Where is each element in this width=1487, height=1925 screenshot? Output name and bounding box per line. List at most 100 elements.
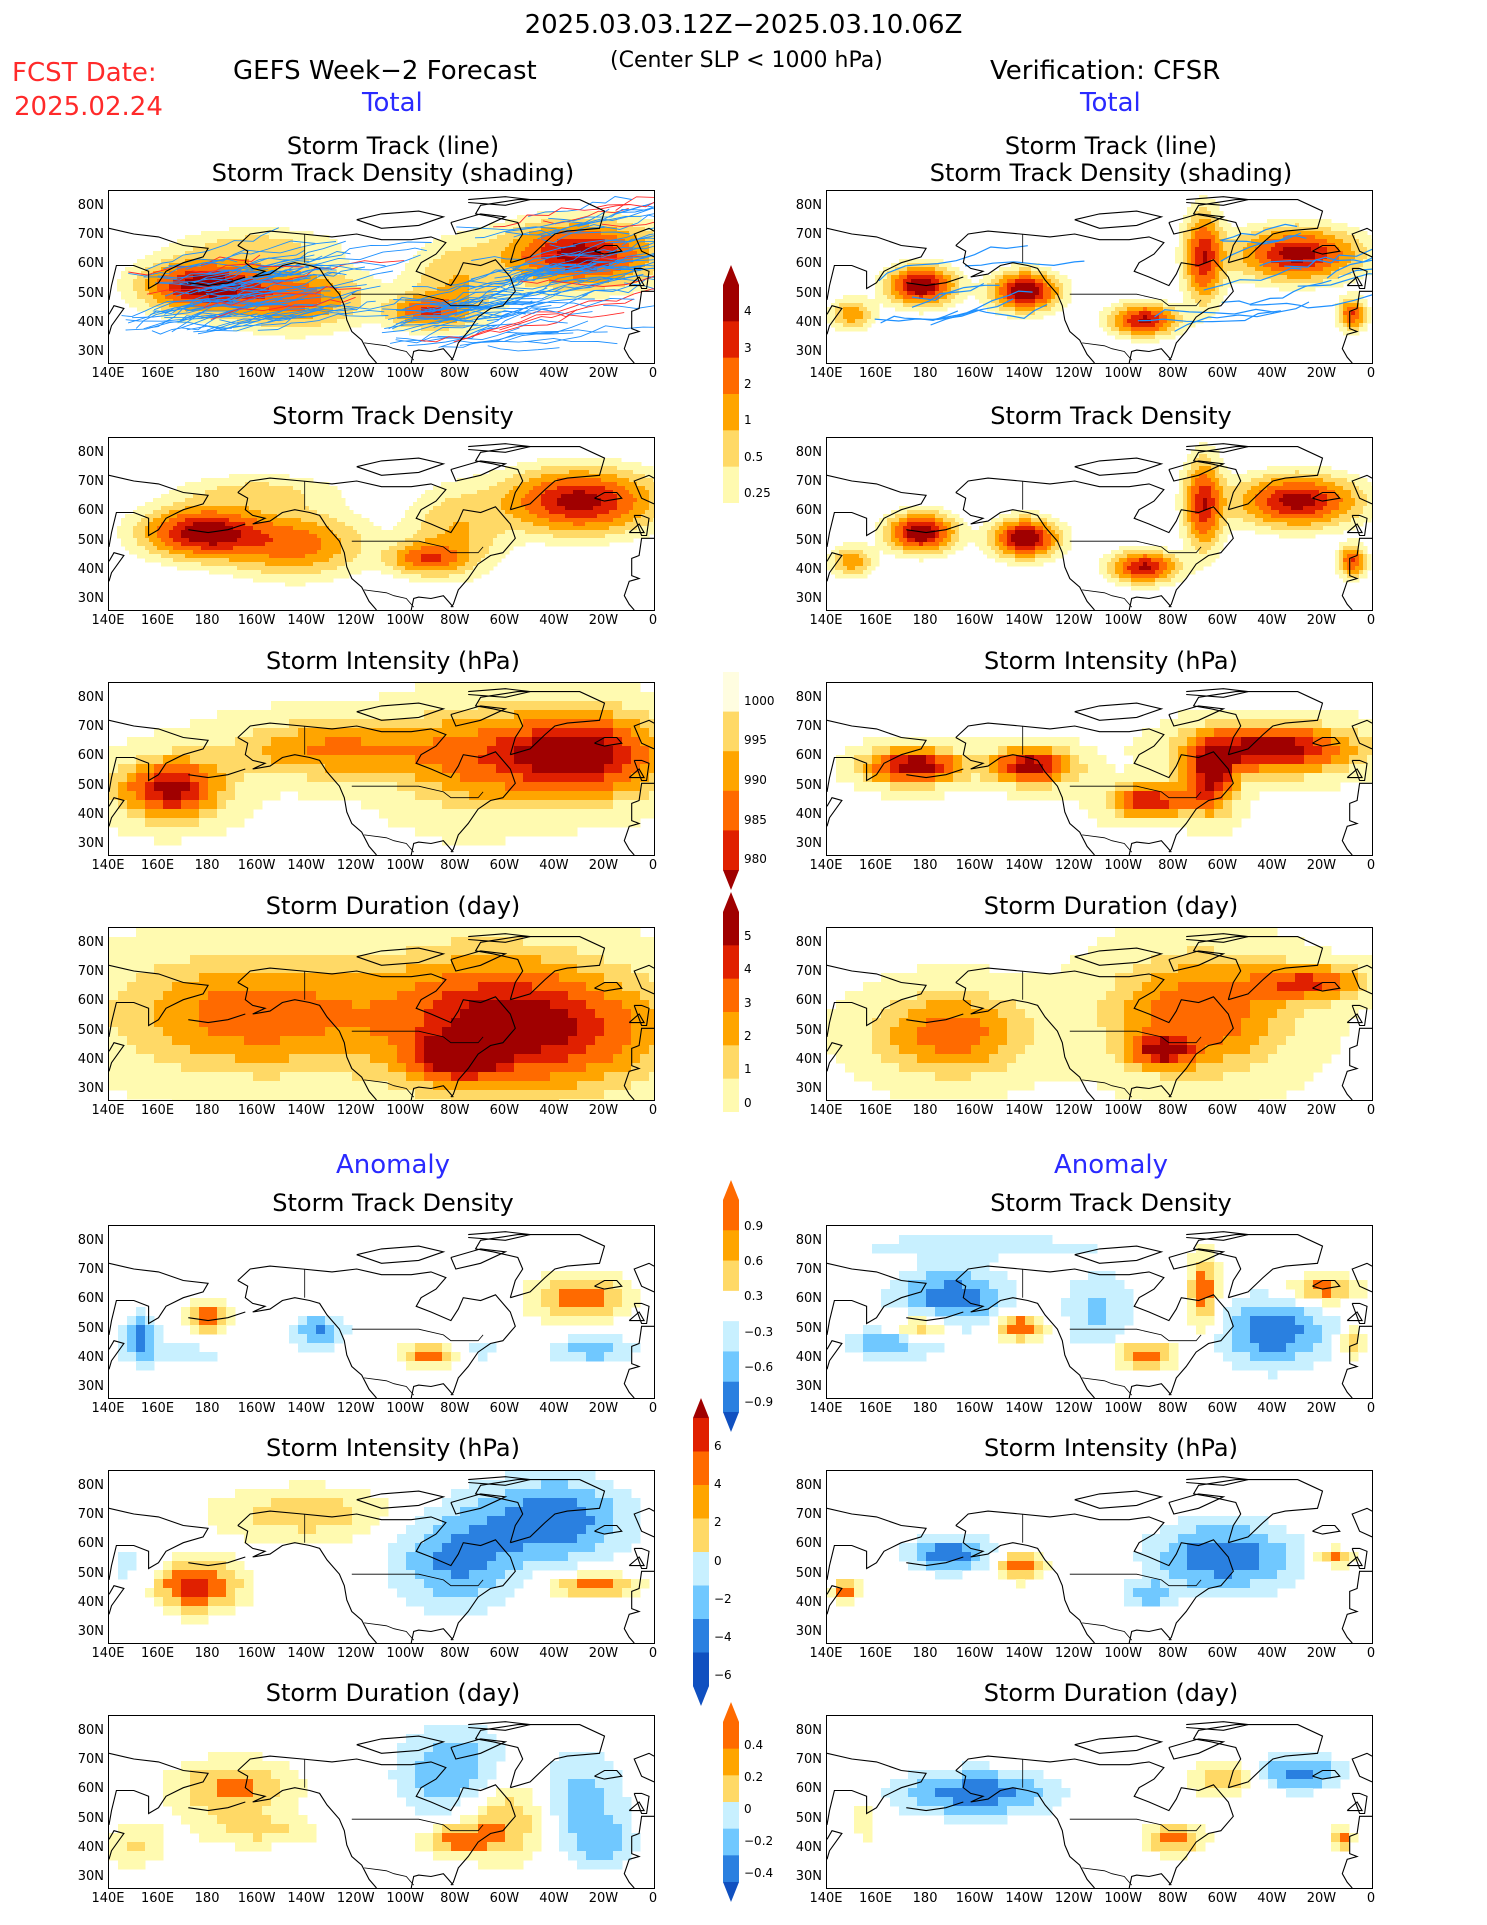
right-track-map-lon-label: 0 [1366,366,1376,381]
density-total-colorbar-label: 4 [744,304,752,319]
left-density-map-svg [109,443,654,610]
duration-total-colorbar-label: 3 [744,995,752,1010]
right-density-map-svg [827,442,1372,610]
right-anom-duration-map-lon-label: 140E [809,1891,843,1906]
left-track-map-lat-label: 60N [77,256,104,272]
density-total-colorbar [723,265,739,523]
right-intensity-map-lon-label: 180 [912,858,938,873]
right-anom-duration-map-lon-label: 180 [912,1891,938,1906]
right-track-map-lon-label: 180 [912,366,938,381]
left-density-map-lat-label: 80N [77,445,104,460]
intensity-total-colorbar-label: 980 [744,852,767,867]
left-anom-density-map-lon-label: 160W [237,1401,276,1416]
right-duration-map [826,927,1373,1101]
right-track-map-lon-label: 140E [809,366,843,381]
intensity-anom-colorbar-label: 4 [714,1477,722,1491]
left-duration-map-lat-label: 40N [77,1051,104,1067]
fcst-date: 2025.02.24 [14,92,163,122]
right-track-map-lon-label: 160E [859,366,893,381]
density-anom-colorbar [723,1180,739,1432]
left-track-map-lon-label: 60W [489,366,520,381]
left-density-map-lat-label: 40N [77,561,104,577]
left-anom-density-map-lon-label: 40W [539,1401,569,1416]
right-anom-density-map-lon-label: 140W [1005,1401,1043,1416]
left-track-title: Storm Track (line) Storm Track Density (s… [211,132,575,187]
right-anom-duration-title: Storm Duration (day) [983,1679,1239,1707]
left-density-map-lat-label: 60N [77,503,104,519]
left-track-map-lat-label: 70N [77,227,104,243]
right-anom-density-map-lat-label: 40N [795,1349,822,1365]
right-intensity-title: Storm Intensity (hPa) [984,647,1238,675]
left-anom-duration-map-lon-label: 180 [194,1891,220,1906]
left-anom-intensity-map-lon-label: 40W [539,1646,569,1661]
left-intensity-map-lon-label: 100W [386,858,425,873]
right-duration-map-lon-label: 40W [1257,1103,1287,1118]
right-anom-density-map-lon-label: 100W [1104,1401,1143,1416]
duration-total-colorbar-label: 2 [744,1029,752,1043]
left-track-map-lat-label: 50N [77,285,104,301]
left-track-map-lat-label: 30N [77,344,104,359]
right-anom-intensity-map-lon-label: 140E [809,1646,843,1661]
density-anom-colorbar-label: −0.6 [744,1359,774,1374]
left-density-map-lat-label: 70N [77,474,104,490]
left-column-title: GEFS Week−2 Forecast [233,56,537,86]
left-intensity-map-lon-label: 0 [648,858,658,873]
duration-anom-colorbar-label: −0.4 [744,1866,774,1880]
left-duration-map-lat-label: 60N [77,993,104,1009]
left-density-map-lon-label: 60W [489,613,520,628]
right-anom-density-map-lat-label: 50N [795,1320,822,1336]
left-anom-duration-map-svg [109,1721,654,1888]
left-intensity-map-lon-label: 60W [489,858,520,873]
duration-anom-colorbar [723,1702,739,1902]
right-density-map-lat-label: 80N [795,445,822,460]
right-density-map-lon-label: 120W [1054,613,1093,628]
left-intensity-map-lat-label: 70N [77,719,104,735]
right-density-map-lon-label: 20W [1306,613,1337,628]
right-density-map-lat-label: 70N [795,474,822,490]
left-density-map-lat-label: 30N [77,591,104,606]
right-anom-density-map-lon-label: 60W [1207,1401,1238,1416]
left-anom-intensity-map-lon-label: 60W [489,1646,520,1661]
right-track-map-lon-label: 40W [1257,366,1287,381]
density-anom-colorbar-label: 0.9 [744,1218,764,1233]
left-track-map-lon-label: 80W [440,366,470,381]
left-anom-intensity-map-lon-label: 140E [91,1646,125,1661]
left-anom-density-map-lat-label: 60N [77,1291,104,1307]
left-duration-map-lat-label: 30N [77,1081,104,1096]
left-anom-duration-map-lat-label: 60N [77,1781,104,1797]
left-intensity-map-lat-label: 40N [77,806,104,822]
left-duration-map-lat-label: 80N [77,935,104,950]
right-track-map-lon-label: 120W [1054,366,1093,381]
left-track-map-lon-label: 140E [91,366,125,381]
left-duration-map-lon-label: 60W [489,1103,520,1118]
left-track-map-lon-label: 120W [336,366,375,381]
right-track-map-lon-label: 160W [955,366,994,381]
left-density-map-lon-label: 120W [336,613,375,628]
left-duration-map-lon-label: 100W [386,1103,425,1118]
right-track-map-lat-label: 70N [795,227,822,243]
intensity-anom-colorbar-label: −4 [714,1630,732,1645]
left-anom-intensity-map-lat-label: 80N [77,1478,104,1493]
left-intensity-map-lon-label: 20W [588,858,619,873]
left-intensity-title: Storm Intensity (hPa) [266,647,520,675]
intensity-anom-colorbar-label: 2 [714,1515,722,1530]
left-intensity-map-lon-label: 120W [336,858,375,873]
left-anom-duration-map-lat-label: 80N [77,1723,104,1738]
right-anom-density-map-svg [827,1231,1372,1398]
left-density-map-lon-label: 140W [287,613,325,628]
right-intensity-map-lon-label: 60W [1207,858,1238,873]
left-anom-intensity-map [108,1470,655,1644]
left-intensity-map-lon-label: 140W [287,858,325,873]
right-duration-map-lon-label: 140W [1005,1103,1043,1118]
right-duration-map-lon-label: 0 [1366,1103,1376,1118]
right-track-title: Storm Track (line) Storm Track Density (s… [929,132,1293,187]
left-density-map-lon-label: 40W [539,613,569,628]
left-track-map-lon-label: 160W [237,366,276,381]
right-track-map-lat-label: 80N [795,198,822,213]
left-track-map-lon-label: 40W [539,366,569,381]
right-anom-duration-map-lon-label: 40W [1257,1891,1287,1906]
left-track-map-lon-label: 20W [588,366,619,381]
right-anom-intensity-map [826,1470,1373,1644]
left-track-map-lon-label: 0 [648,366,658,381]
right-density-map-lon-label: 100W [1104,613,1143,628]
